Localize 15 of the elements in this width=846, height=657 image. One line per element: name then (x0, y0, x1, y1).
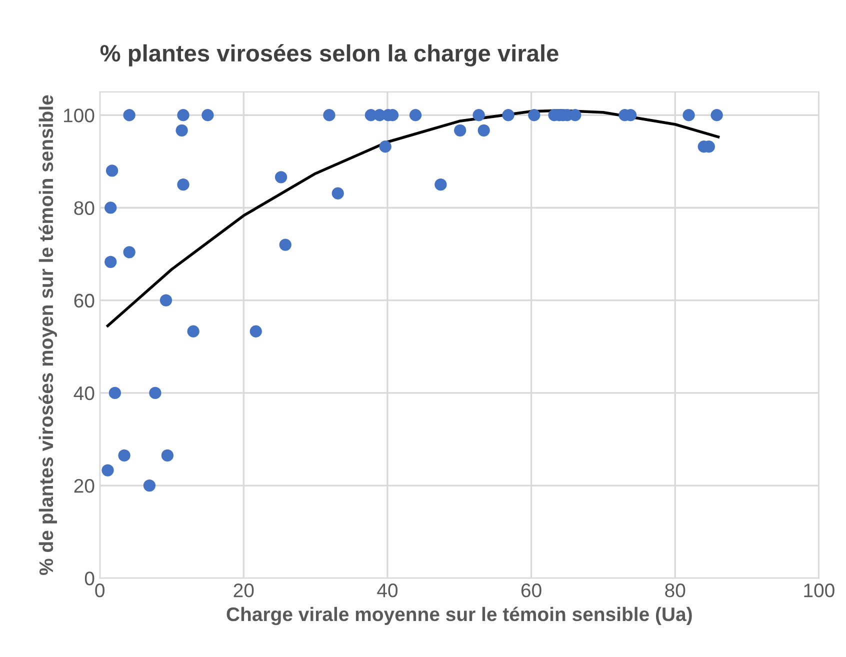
y-tick-label: 20 (74, 479, 94, 493)
y-tick-label: 80 (74, 201, 94, 215)
x-tick-label: 20 (234, 584, 254, 598)
x-axis-title: Charge virale moyenne sur le témoin sensible (Ua) (226, 606, 692, 626)
x-tick-label: 80 (665, 584, 686, 598)
chart-title: % plantes virosées selon la charge virale (100, 44, 558, 66)
y-tick-label: 60 (74, 294, 94, 308)
x-tick-label: 60 (521, 584, 542, 598)
y-tick-label: 40 (74, 386, 94, 400)
y-tick-label: 100 (64, 108, 94, 122)
y-tick-label: 0 (84, 572, 94, 586)
x-tick-label: 40 (377, 584, 398, 598)
x-tick-label: 0 (95, 584, 104, 598)
x-tick-label: 100 (804, 584, 834, 598)
y-axis-title: % de plantes virosées moyen sur le témoin sensible (38, 95, 57, 576)
